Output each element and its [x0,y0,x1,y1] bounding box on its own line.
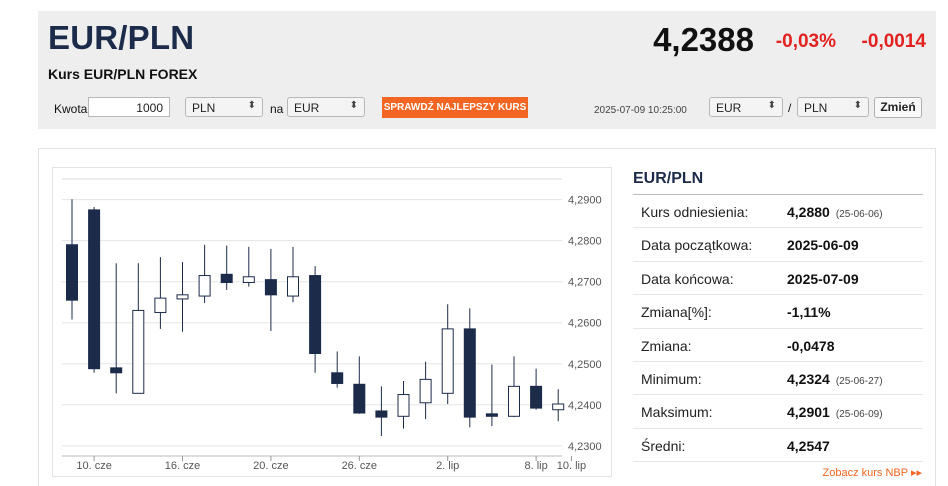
candle-body [264,279,277,296]
base-currency-select[interactable]: EUR ⬍ [709,97,783,117]
candle-body [242,276,255,284]
stats-value: -1,11% [787,304,831,321]
pair-subtitle: Kurs EUR/PLN FOREX [48,66,198,82]
stats-title: EUR/PLN [633,170,923,195]
x-tick-label: 2. lip [436,460,459,472]
chart-panel [38,148,936,486]
stats-label: Maksimum: [641,404,713,421]
stats-label: Minimum: [641,370,702,387]
stats-row: Data końcowa: 2025-07-09 [633,262,923,296]
y-tick-label: 4,2900 [568,195,602,207]
candle-body [485,413,498,417]
stats-row: Minimum: 4,2324 (25-06-27) [633,362,923,396]
y-tick-label: 4,2400 [568,400,602,412]
candle-body [132,309,145,394]
select-arrows-icon: ⬍ [349,100,358,111]
from-currency-value: PLN [192,101,216,115]
stats-date: (25-06-27) [835,375,883,387]
candle-body [441,328,454,394]
candle-body [419,378,432,404]
stats-row: Zmiana: -0,0478 [633,329,923,362]
candle-body [287,276,299,297]
stats-value: 4,2880 (25-06-06) [787,204,883,220]
candle-body [331,372,344,384]
to-currency-value: EUR [294,101,320,115]
stats-label: Kurs odniesienia: [641,204,749,220]
stats-label: Zmiana: [641,337,692,354]
amount-label: Kwota [54,102,88,116]
candle-body [397,394,410,417]
x-tick-label: 10. cze [76,460,111,472]
base-currency-value: EUR [716,101,742,115]
stats-row: Data początkowa: 2025-06-09 [633,228,923,262]
select-arrows-icon: ⬍ [767,100,776,111]
y-tick-label: 4,2500 [568,359,602,371]
candle-body [220,273,233,284]
stats-date: (25-06-06) [835,209,883,220]
x-tick-label: 26. cze [342,460,377,472]
nbp-rate-link[interactable]: Zobacz kurs NBP ▸▸ [822,467,922,479]
candle-body [463,328,476,418]
stats-label: Średni: [641,437,686,454]
change-absolute: -0,0014 [861,31,926,52]
stats-row: Średni: 4,2547 [633,429,923,463]
to-currency-select[interactable]: EUR ⬍ [287,97,365,117]
candle-body [66,244,78,301]
pair-title: EUR/PLN [48,19,195,56]
x-tick-label: 10. lip [557,460,586,472]
stats-value: 4,2901 (25-06-09) [787,404,883,421]
select-arrows-icon: ⬍ [247,100,256,111]
stats-row: Maksimum: 4,2901 (25-06-09) [633,395,923,429]
candle-body [309,275,322,355]
y-tick-label: 4,2800 [568,236,602,248]
quote-currency-value: PLN [804,101,828,115]
amount-input[interactable]: 1000 [88,97,170,117]
current-rate: 4,2388 [653,21,754,58]
currency-converter: Kwota 1000 PLN ⬍ na EUR ⬍ SPRAWDŹ NAJLEP… [38,93,936,129]
x-tick-label: 16. cze [165,460,200,472]
stats-label: Data końcowa: [641,270,734,287]
candle-body [154,297,167,313]
stats-value: 4,2324 (25-06-27) [787,370,883,387]
quote-currency-select[interactable]: PLN ⬍ [797,97,869,117]
x-tick-label: 8. lip [524,460,547,472]
stats-label: Zmiana[%]: [641,304,712,321]
x-tick-label: 20. cze [253,460,288,472]
from-currency-select[interactable]: PLN ⬍ [185,97,263,117]
candle-body [552,403,565,411]
candle-body [198,275,211,297]
stats-row: Kurs odniesienia: 4,2880 (25-06-06) [633,195,923,229]
to-label: na [270,102,284,116]
candle-body [88,209,101,370]
candle-body [530,385,543,409]
stats-label: Data początkowa: [641,237,753,254]
change-pair-button[interactable]: Zmień [874,97,922,118]
change-percent: -0,03% [775,31,836,52]
candle-body [353,383,366,414]
candle-body [508,385,520,417]
stats-value: 2025-07-09 [787,270,859,287]
stats-value: 2025-06-09 [787,237,859,254]
candle-body [375,410,388,418]
quote-timestamp: 2025-07-09 10:25:00 [594,105,687,116]
stats-date: (25-06-09) [835,409,883,421]
candle-body [110,367,123,374]
y-tick-label: 4,2600 [568,318,602,330]
candlestick-chart[interactable]: 4,2900 4,2800 4,2700 4,2600 4,2500 4,2400 4,23… [52,167,612,477]
best-rate-button[interactable]: SPRAWDŹ NAJLEPSZY KURS [382,97,528,118]
stats-value: 4,2547 [787,437,830,454]
stats-table: EUR/PLN Kurs odniesienia: 4,2880 (25-06-06… [633,170,923,463]
chart-frame [52,167,612,477]
y-tick-label: 4,2700 [568,277,602,289]
quote-header: EUR/PLN Kurs EUR/PLN FOREX 4,2388 -0,03%… [38,11,936,129]
y-tick-label: 4,2300 [568,441,602,453]
pair-separator: / [788,101,792,115]
candle-body [176,294,189,300]
stats-row: Zmiana[%]: -1,11% [633,295,923,329]
stats-value: -0,0478 [787,337,835,354]
select-arrows-icon: ⬍ [853,100,862,111]
